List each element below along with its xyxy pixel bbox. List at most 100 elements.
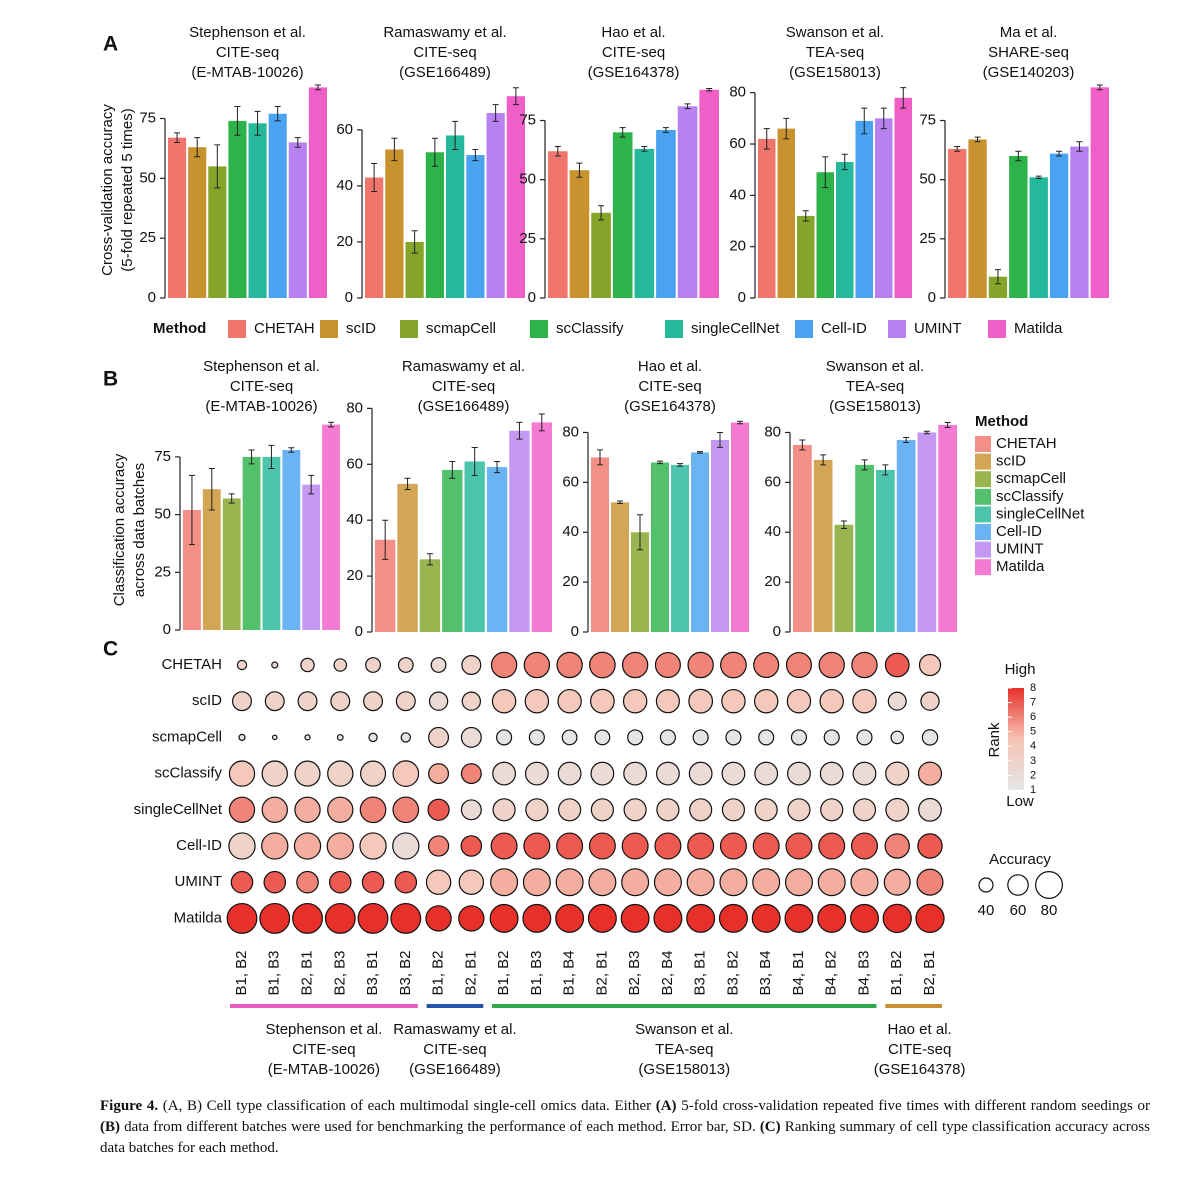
bar <box>188 147 207 298</box>
colorbar-tick-label: 2 <box>1030 769 1036 781</box>
dot <box>228 832 256 860</box>
group-label: CITE-seq <box>888 1041 951 1058</box>
legend-label: Cell-ID <box>821 320 867 337</box>
colorbar-tick-label: 5 <box>1030 726 1036 738</box>
dot <box>525 798 549 822</box>
dot <box>720 651 747 679</box>
colorbar-tick-label: 8 <box>1030 682 1036 694</box>
error-bar <box>974 136 981 143</box>
colorbar-low: Low <box>1006 793 1034 810</box>
dot <box>754 761 779 786</box>
bar <box>711 439 729 632</box>
error-bar <box>472 148 479 162</box>
dot <box>361 870 385 894</box>
dot <box>228 796 256 824</box>
legend-label: scID <box>996 453 1026 470</box>
dot <box>557 688 582 714</box>
dot <box>918 653 942 677</box>
bar <box>548 151 568 298</box>
dot <box>427 835 450 857</box>
bar <box>183 510 201 630</box>
error-bar <box>268 444 275 469</box>
dot <box>721 798 746 822</box>
dot <box>460 763 482 785</box>
dot <box>784 903 814 933</box>
legend-label: scmapCell <box>426 320 496 337</box>
group-label: Hao et al. <box>888 1021 952 1038</box>
dot <box>292 902 323 934</box>
dot <box>718 903 748 933</box>
chart-title: TEA-seq <box>806 44 864 61</box>
error-bar <box>248 449 255 465</box>
dot <box>523 832 551 860</box>
bar <box>202 489 221 630</box>
error-bar <box>214 144 221 189</box>
chart-title: (GSE158013) <box>789 64 881 81</box>
dot <box>920 691 940 711</box>
bar <box>569 170 590 298</box>
error-bar <box>426 553 433 566</box>
y-tick-label: 60 <box>764 473 781 490</box>
y-tick-label: 20 <box>729 238 746 255</box>
dot <box>522 903 552 933</box>
dot <box>357 902 389 934</box>
bar <box>385 149 404 298</box>
y-tick-label: 60 <box>562 473 579 490</box>
y-tick-label: 0 <box>345 289 353 306</box>
column-label: B1, B2 <box>233 950 250 995</box>
dot <box>850 868 879 897</box>
dot <box>394 870 418 894</box>
bar <box>671 464 689 632</box>
error-bar <box>598 205 605 221</box>
bar <box>968 139 987 298</box>
dot <box>324 902 356 934</box>
bar <box>464 461 485 632</box>
chart-title: (GSE166489) <box>418 398 510 415</box>
bar <box>677 106 698 298</box>
chart-title: CITE-seq <box>432 378 495 395</box>
bar <box>875 118 893 298</box>
y-tick-label: 50 <box>519 171 536 188</box>
dot <box>752 832 780 860</box>
legend-title: Method <box>153 320 206 337</box>
dot <box>293 832 322 860</box>
dot <box>687 651 714 679</box>
error-bar <box>900 87 907 109</box>
dot <box>461 654 482 675</box>
bar <box>242 456 261 630</box>
colorbar-tick-label: 7 <box>1030 696 1036 708</box>
dot <box>333 658 348 672</box>
dot <box>492 761 517 786</box>
bar <box>1049 153 1069 298</box>
caption-text: Ranking summary of cell type classificat… <box>100 1119 1154 1156</box>
dot <box>753 688 779 714</box>
error-bar <box>234 106 241 136</box>
dot <box>753 651 780 679</box>
error-bar <box>452 120 459 150</box>
error-bar <box>576 162 583 178</box>
bar <box>896 439 916 632</box>
row-label: UMINT <box>175 873 223 890</box>
error-bar <box>841 153 848 171</box>
bar <box>793 444 812 632</box>
y-tick-label: 40 <box>346 511 363 528</box>
bar <box>691 452 709 632</box>
dot <box>754 798 778 822</box>
dot <box>623 761 648 786</box>
size-legend-label: 40 <box>978 902 995 919</box>
error-bar <box>994 269 1001 285</box>
y-tick-label: 75 <box>919 111 936 128</box>
dot <box>818 651 845 679</box>
dot <box>850 832 878 860</box>
bar <box>591 212 611 298</box>
error-bar <box>404 477 411 490</box>
dot <box>882 903 912 934</box>
bar <box>699 89 719 298</box>
y-axis-label: Classification accuracy <box>111 453 128 606</box>
y-axis-label: across data batches <box>131 463 148 597</box>
error-bar <box>494 460 501 474</box>
dot <box>263 870 287 894</box>
error-bar <box>717 431 723 448</box>
dot <box>294 796 321 824</box>
